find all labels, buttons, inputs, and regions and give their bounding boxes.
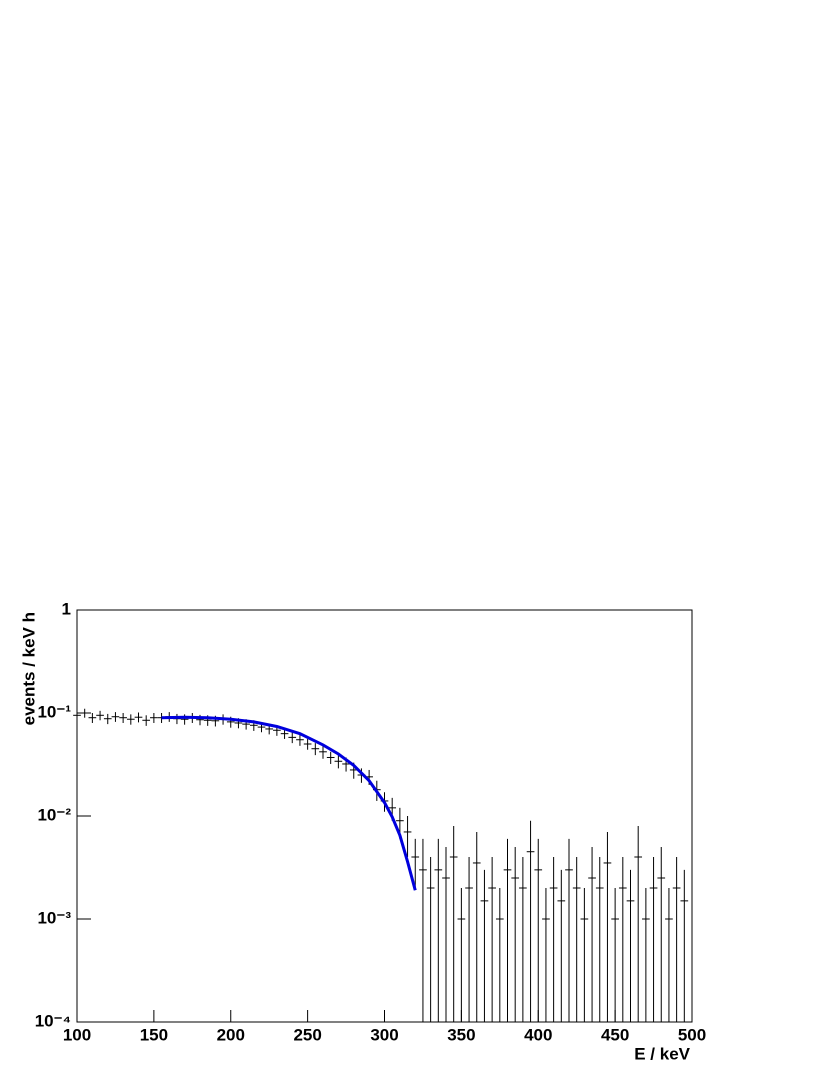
y-tick-label: 10⁻⁴: [35, 1011, 71, 1030]
x-axis-label: E / keV: [634, 1044, 690, 1063]
x-tick-label: 250: [293, 1025, 321, 1044]
x-tick-label: 350: [447, 1025, 475, 1044]
y-tick-label: 10⁻¹: [37, 702, 71, 721]
y-tick-label: 10⁻³: [37, 908, 71, 927]
x-tick-label: 200: [217, 1025, 245, 1044]
fit-curve: [161, 715, 417, 891]
y-axis-label: events / keV h: [19, 612, 38, 725]
x-tick-label: 100: [63, 1025, 91, 1044]
x-tick-label: 450: [601, 1025, 629, 1044]
y-tick-label: 1: [62, 599, 71, 618]
x-tick-label: 500: [678, 1025, 706, 1044]
x-tick-label: 300: [370, 1025, 398, 1044]
x-tick-label: 400: [524, 1025, 552, 1044]
x-tick-label: 150: [140, 1025, 168, 1044]
y-tick-label: 10⁻²: [37, 805, 71, 824]
